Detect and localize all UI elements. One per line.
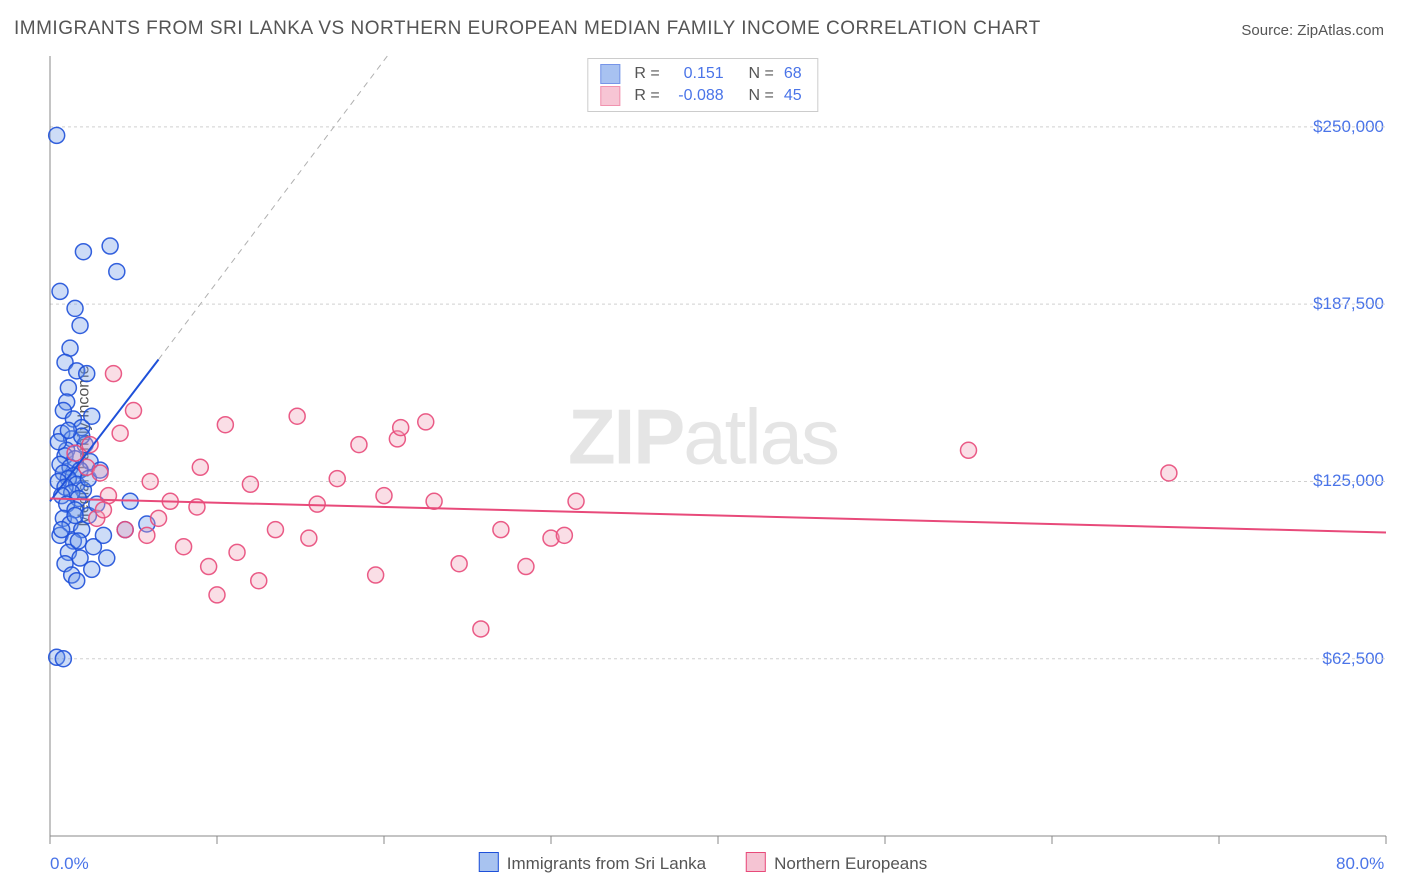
legend-item: Northern Europeans (746, 852, 927, 874)
bottom-legend: Immigrants from Sri Lanka Northern Europe… (479, 852, 927, 874)
stats-row: R =0.151 N =68 (600, 63, 805, 85)
legend-item: Immigrants from Sri Lanka (479, 852, 706, 874)
correlation-stats-box: R =0.151 N =68R =-0.088 N =45 (587, 58, 818, 112)
chart-container: IMMIGRANTS FROM SRI LANKA VS NORTHERN EU… (0, 0, 1406, 892)
stats-row: R =-0.088 N =45 (600, 85, 805, 107)
scatter-plot (0, 0, 1406, 892)
